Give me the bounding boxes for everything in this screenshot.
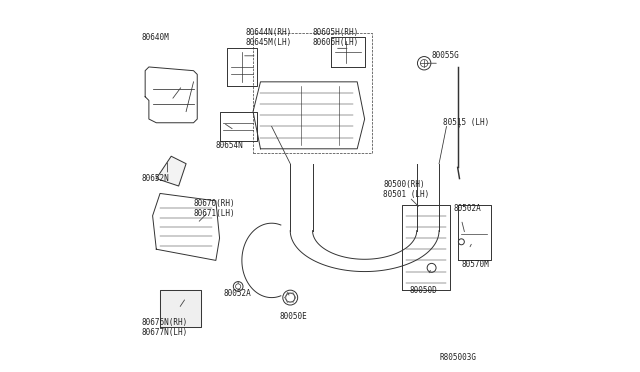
Text: 80050D: 80050D <box>410 286 437 295</box>
Text: 80502A: 80502A <box>454 204 482 213</box>
Text: 80570M: 80570M <box>461 260 489 269</box>
Text: 80605H(RH)
80606H(LH): 80605H(RH) 80606H(LH) <box>312 28 359 47</box>
Text: R805003G: R805003G <box>439 353 476 362</box>
Text: 80515 (LH): 80515 (LH) <box>443 118 489 127</box>
Text: 80652N: 80652N <box>141 174 169 183</box>
Text: 80052A: 80052A <box>223 289 251 298</box>
Text: 80500(RH)
80501 (LH): 80500(RH) 80501 (LH) <box>383 180 429 199</box>
Text: 80670(RH)
80671(LH): 80670(RH) 80671(LH) <box>193 199 235 218</box>
Polygon shape <box>160 290 201 327</box>
Text: 80050E: 80050E <box>279 312 307 321</box>
Text: 80055G: 80055G <box>431 51 460 60</box>
Text: 80676N(RH)
80677N(LH): 80676N(RH) 80677N(LH) <box>141 318 188 337</box>
Polygon shape <box>156 156 186 186</box>
Text: 80654N: 80654N <box>216 141 244 150</box>
Text: 80640M: 80640M <box>141 33 169 42</box>
Text: 80644N(RH)
80645M(LH): 80644N(RH) 80645M(LH) <box>246 28 292 47</box>
